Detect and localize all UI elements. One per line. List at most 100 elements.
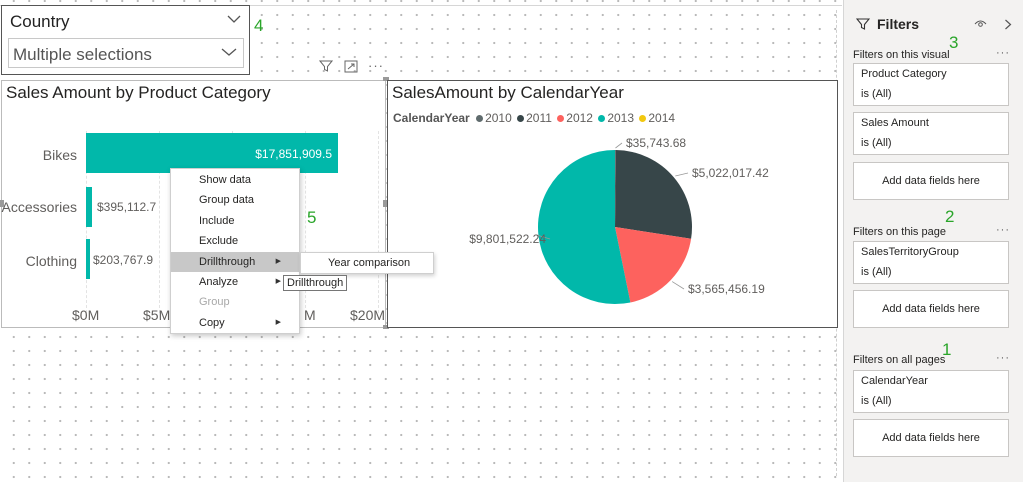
menu-item-label: Analyze <box>199 275 239 288</box>
annotation-number-2: 2 <box>945 207 955 226</box>
x-tick-label: M <box>304 307 316 323</box>
filter-card-calendaryear[interactable]: CalendarYear is (All) <box>853 370 1009 413</box>
more-options-icon[interactable]: ··· <box>996 224 1010 236</box>
menu-item-show-data[interactable]: Show data <box>171 170 299 190</box>
more-options-icon[interactable]: ··· <box>996 47 1010 59</box>
chevron-down-icon[interactable] <box>227 14 241 24</box>
focus-mode-icon[interactable] <box>344 60 358 73</box>
leader-line <box>536 234 551 240</box>
submenu-arrow-icon: ▶ <box>275 257 281 265</box>
leader-line <box>671 281 685 290</box>
x-tick-label: $0M <box>72 307 100 323</box>
legend-item-2011[interactable]: 2011 <box>517 111 552 125</box>
annotation-number-3: 3 <box>949 33 959 52</box>
x-tick-label: $5M <box>143 307 171 323</box>
filter-card-salesterritorygroup[interactable]: SalesTerritoryGroup is (All) <box>853 241 1009 284</box>
filter-value: is (All) <box>861 266 892 278</box>
pie-slice-2012[interactable] <box>615 227 692 303</box>
submenu-item-year-comparison[interactable]: Year comparison <box>300 252 434 274</box>
bar-clothing[interactable] <box>86 239 90 279</box>
bar-value-accessories: $395,112.7 <box>97 200 157 214</box>
legend-dot <box>639 115 647 122</box>
legend-item-2010[interactable]: 2010 <box>476 111 512 125</box>
bar-chart-title: Sales Amount by Product Category <box>6 83 271 102</box>
legend-dot <box>557 115 565 122</box>
menu-item-include[interactable]: Include <box>171 211 299 231</box>
section-filters-on-this-page: Filters on this page <box>853 226 946 238</box>
filter-name: Sales Amount <box>861 117 929 129</box>
bar-value-clothing: $203,767.9 <box>93 253 154 267</box>
menu-item-label: Copy <box>199 316 225 329</box>
tooltip: Drillthrough <box>283 275 348 291</box>
legend-item-2013[interactable]: 2013 <box>598 111 634 125</box>
bar-bikes[interactable] <box>86 133 338 173</box>
resize-handle[interactable] <box>383 325 389 329</box>
resize-handle[interactable] <box>0 200 4 207</box>
slicer-selection-text: Multiple selections <box>13 45 152 64</box>
chevron-down-icon <box>221 48 237 56</box>
filter-name: Product Category <box>861 68 947 80</box>
add-data-fields-all-pages[interactable]: Add data fields here <box>853 419 1009 457</box>
slicer-dropdown[interactable]: Multiple selections <box>8 38 244 68</box>
filter-value: is (All) <box>861 88 892 100</box>
menu-item-label: Group data <box>199 194 255 207</box>
bar-value-bikes: $17,851,909.5 <box>255 147 332 161</box>
bar-chart-visual[interactable]: Sales Amount by Product Category Bikes A… <box>1 80 386 328</box>
category-label-clothing: Clothing <box>25 253 77 269</box>
resize-handle[interactable] <box>383 77 389 81</box>
menu-item-label: Include <box>199 214 235 227</box>
annotation-number-5: 5 <box>307 208 317 227</box>
pie-slice-2010[interactable] <box>615 150 616 227</box>
pie-chart-plot[interactable]: $35,743.68 $5,022,017.42 $3,565,456.19 $9,8… <box>388 81 839 329</box>
more-options-icon[interactable]: ··· <box>996 352 1010 364</box>
menu-item-group: Group <box>171 292 299 312</box>
gridline <box>378 131 379 313</box>
menu-item-label: Drillthrough <box>199 255 256 268</box>
filter-name: SalesTerritoryGroup <box>861 246 959 258</box>
slicer-title: Country <box>10 12 70 31</box>
eye-icon[interactable] <box>974 19 987 29</box>
gridline <box>305 131 306 313</box>
filter-card-product-category[interactable]: Product Category is (All) <box>853 63 1009 106</box>
filter-icon[interactable] <box>319 59 333 73</box>
gridline <box>159 131 160 313</box>
menu-item-drillthrough[interactable]: Drillthrough ▶ <box>171 251 299 272</box>
more-options-icon[interactable]: ··· <box>368 58 384 73</box>
menu-item-analyze[interactable]: Analyze ▶ <box>171 272 299 292</box>
submenu-arrow-icon: ▶ <box>275 277 281 285</box>
legend-item-2012[interactable]: 2012 <box>557 111 593 125</box>
legend-item-2014[interactable]: 2014 <box>639 111 675 125</box>
filters-pane: Filters 3 Filters on this visual ··· Pro… <box>843 0 1023 482</box>
filters-pane-title: Filters <box>877 16 920 32</box>
pie-slice-2013[interactable] <box>538 150 631 304</box>
legend-dot <box>517 115 525 122</box>
category-label-accessories: Accessories <box>1 199 77 215</box>
context-menu: Show data Group data Include Exclude Drillth… <box>170 168 300 334</box>
filter-name: CalendarYear <box>861 375 928 387</box>
pie-chart-visual[interactable]: SalesAmount by CalendarYear CalendarYear… <box>387 80 838 328</box>
menu-item-group-data[interactable]: Group data <box>171 190 299 210</box>
menu-item-label: Group <box>199 296 230 309</box>
leader-line <box>615 142 623 149</box>
legend-title: CalendarYear <box>393 111 470 125</box>
menu-item-label: Exclude <box>199 235 239 248</box>
pie-data-label: $35,743.68 <box>626 136 686 150</box>
leader-line <box>675 172 689 177</box>
pie-data-label: $9,801,522.24 <box>469 232 546 246</box>
pie-data-label: $5,022,017.42 <box>692 166 769 180</box>
country-slicer[interactable]: Country Multiple selections <box>1 5 250 75</box>
chevron-right-icon[interactable] <box>1004 19 1012 30</box>
add-data-fields-page[interactable]: Add data fields here <box>853 290 1009 328</box>
section-filters-on-this-visual: Filters on this visual <box>853 49 950 61</box>
add-data-fields-visual[interactable]: Add data fields here <box>853 162 1009 200</box>
filter-card-sales-amount[interactable]: Sales Amount is (All) <box>853 112 1009 155</box>
filter-value: is (All) <box>861 137 892 149</box>
pie-slice-2011[interactable] <box>615 150 692 239</box>
menu-item-copy[interactable]: Copy ▶ <box>171 313 299 333</box>
filter-value: is (All) <box>861 395 892 407</box>
menu-item-exclude[interactable]: Exclude <box>171 231 299 251</box>
resize-handle[interactable] <box>383 200 387 207</box>
pie-legend: CalendarYear 2010 2011 2012 2013 2014 <box>393 111 677 125</box>
pie-data-label: $3,565,456.19 <box>688 282 765 296</box>
bar-accessories[interactable] <box>86 187 92 227</box>
